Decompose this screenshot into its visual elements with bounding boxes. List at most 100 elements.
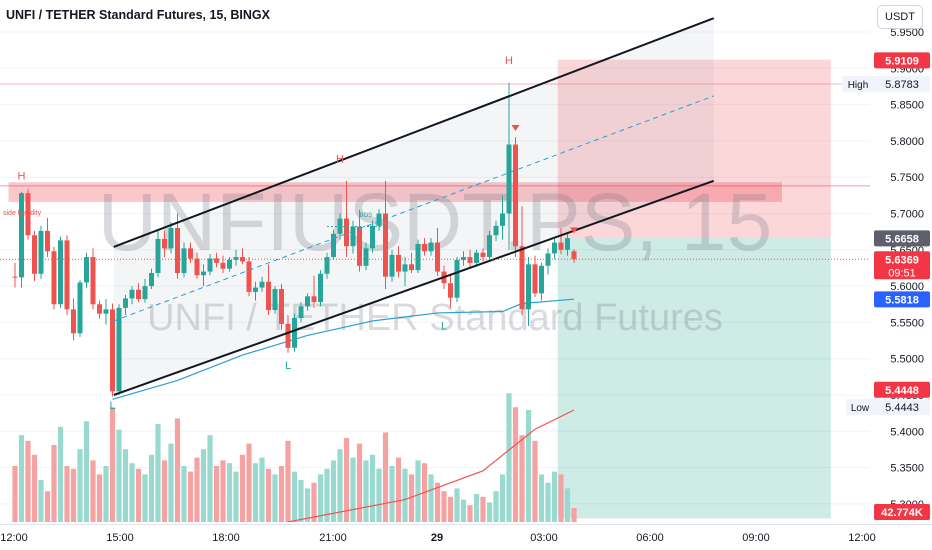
volume-bar	[571, 508, 577, 522]
candle-body	[149, 273, 154, 287]
candle-body	[344, 218, 349, 247]
candle-body	[233, 257, 239, 260]
volume-bar	[558, 474, 564, 522]
candle-body	[370, 225, 375, 249]
candle-body	[467, 257, 473, 263]
candle-body	[84, 257, 89, 283]
volume-bar	[408, 474, 415, 522]
target-price-tag-bg	[874, 381, 930, 398]
volume-bar	[96, 474, 103, 522]
candle-body	[227, 259, 232, 269]
pivot-label: H	[336, 154, 344, 166]
candle-body	[168, 228, 174, 249]
candle-body	[500, 213, 505, 226]
candle-body	[110, 309, 115, 392]
candle-body	[292, 318, 297, 348]
volume-bar	[447, 496, 454, 522]
volume-bar	[480, 496, 486, 522]
channel-lower-line	[113, 179, 715, 396]
candle-body	[285, 323, 291, 348]
candle-body	[519, 246, 525, 310]
volume-bar	[135, 468, 142, 522]
candle-body	[318, 273, 323, 303]
candle-body	[214, 258, 219, 263]
volume-bar	[155, 424, 161, 522]
x-tick-label: 09:00	[742, 532, 770, 544]
candle-body	[461, 257, 466, 260]
candle-body	[324, 257, 330, 274]
candle-body	[448, 283, 453, 298]
volume-bar	[109, 407, 116, 522]
y-tick-label: 5.3500	[890, 463, 924, 475]
candle-body	[552, 242, 557, 254]
x-tick-label: 12:00	[848, 532, 876, 544]
volume-bar	[551, 471, 558, 522]
volume-bar	[77, 449, 83, 522]
candle-body	[363, 248, 369, 266]
pivot-label: H	[18, 170, 26, 182]
candle-body	[38, 230, 44, 274]
sell-signal-arrow	[511, 125, 520, 132]
volume-bar	[18, 435, 25, 522]
candle-body	[246, 261, 252, 292]
volume-bar	[148, 454, 155, 522]
low-value-text: 5.4443	[885, 402, 919, 414]
candle-body	[266, 281, 271, 311]
candle-body	[25, 193, 31, 236]
volume-bar	[415, 460, 421, 522]
candle-body	[77, 282, 83, 334]
candle-body	[272, 289, 278, 311]
volume-bar	[525, 410, 532, 522]
low-value-bg	[874, 399, 930, 416]
volume-ma-line	[287, 409, 575, 522]
candle-body	[480, 252, 486, 258]
volume-bar	[460, 499, 467, 522]
y-tick-label: 5.4000	[890, 426, 924, 438]
candle-body	[181, 248, 187, 274]
volume-bar	[298, 480, 304, 522]
bos-label: BOS	[360, 213, 373, 219]
volume-bar	[519, 435, 525, 522]
high-tag-text: High	[848, 80, 869, 91]
volume-bar	[226, 463, 233, 522]
candle-body	[64, 240, 70, 310]
currency-unit-button[interactable]: USDT	[877, 5, 923, 29]
low-tag-text: Low	[851, 403, 870, 414]
candle-body	[45, 230, 50, 252]
volume-bar	[31, 454, 38, 522]
volume-bar	[291, 471, 298, 522]
volume-bar	[369, 454, 376, 522]
candle-body	[103, 309, 109, 314]
pivot-label: L	[109, 400, 115, 412]
candle-body	[532, 264, 538, 294]
candle-body	[383, 213, 388, 277]
volume-bar	[90, 460, 96, 522]
candle-body	[19, 193, 24, 278]
x-tick-label: 21:00	[319, 532, 347, 544]
volume-bar	[194, 457, 200, 522]
candle-body	[220, 262, 226, 269]
volume-bar	[252, 463, 259, 522]
channel-middle-line	[113, 95, 714, 322]
candle-body	[32, 235, 37, 274]
volume-bar	[363, 460, 369, 522]
candle-body	[409, 264, 414, 271]
candle-body	[493, 225, 499, 236]
target-price-tag: 5.4448	[874, 381, 930, 398]
volume-bar	[402, 468, 408, 522]
candle-body	[357, 226, 362, 266]
pivot-label: L	[285, 360, 291, 372]
candle-body	[526, 264, 531, 310]
volume-bar	[57, 426, 64, 522]
candle-body	[116, 307, 122, 392]
volume-bar	[272, 474, 278, 522]
candle-body	[175, 228, 180, 274]
target-zone	[557, 238, 831, 519]
watermark-description: UNFI / TETHER Standard Futures	[147, 297, 723, 339]
volume-bar	[285, 440, 291, 522]
candle-body	[51, 251, 57, 305]
volume-bar	[512, 407, 519, 522]
candle-body	[12, 276, 18, 278]
